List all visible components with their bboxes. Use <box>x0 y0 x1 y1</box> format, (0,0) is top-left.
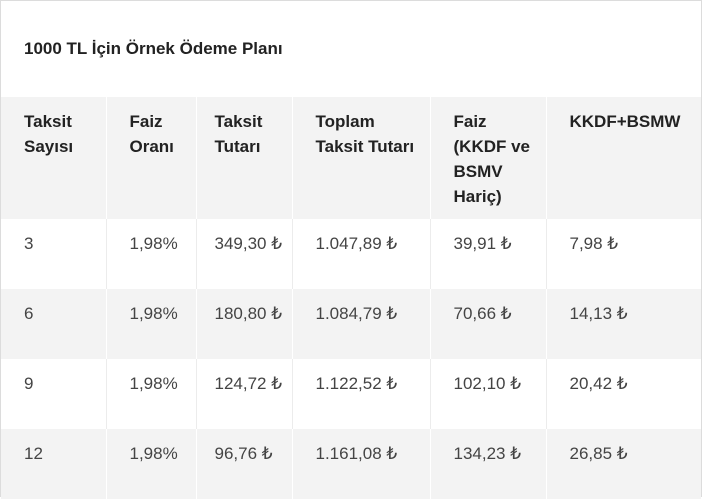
cell-interest: 102,10 ₺ <box>430 359 547 429</box>
cell-interest: 134,23 ₺ <box>430 429 547 499</box>
cell-interest-rate: 1,98% <box>106 219 197 289</box>
cell-installment-count: 9 <box>1 359 107 429</box>
cell-interest-rate: 1,98% <box>106 429 197 499</box>
cell-installment-amount: 124,72 ₺ <box>196 359 293 429</box>
cell-kkdf-bsmv: 20,42 ₺ <box>569 374 628 393</box>
cell-installment-count: 6 <box>1 289 107 359</box>
cell-total-installment-amount: 1.084,79 ₺ <box>292 289 431 359</box>
payment-plan-table: Taksit Sayısı Faiz Oranı Taksit Tutarı T… <box>1 97 701 499</box>
cell-interest-rate: 1,98% <box>106 289 197 359</box>
header-row: Taksit Sayısı Faiz Oranı Taksit Tutarı T… <box>1 97 701 219</box>
cell-kkdf-bsmv: 26,85 ₺ <box>546 429 701 499</box>
header-interest-rate: Faiz Oranı <box>106 97 197 219</box>
header-interest-excl-taxes: Faiz (KKDF ve BSMV Hariç) <box>430 97 547 219</box>
table-row: 9 1,98% 124,72 ₺ 1.122,52 ₺ 102,10 ₺ 20,… <box>1 359 701 429</box>
header-kkdf-bsmv: KKDF+BSMW <box>546 97 701 219</box>
cell-total-installment-amount: 1.161,08 ₺ <box>292 429 431 499</box>
cell-interest: 70,66 ₺ <box>430 289 547 359</box>
table-row: 12 1,98% 96,76 ₺ 1.161,08 ₺ 134,23 ₺ 26,… <box>1 429 701 499</box>
cell-kkdf-bsmv: 14,13 ₺ <box>546 289 701 359</box>
cell-total-installment-amount: 1.047,89 ₺ <box>292 219 431 289</box>
cell-total-installment-amount: 1.122,52 ₺ <box>292 359 431 429</box>
cell-installment-amount: 96,76 ₺ <box>196 429 293 499</box>
cell-kkdf-bsmv: 7,98 ₺ <box>569 234 619 253</box>
cell-installment-count: 3 <box>1 219 107 289</box>
table-row: 3 1,98% 349,30 ₺ 1.047,89 ₺ 39,91 ₺ 7,98… <box>1 219 701 289</box>
cell-installment-count: 12 <box>1 429 107 499</box>
header-total-installment-amount: Toplam Taksit Tutarı <box>292 97 431 219</box>
table-title: 1000 TL İçin Örnek Ödeme Planı <box>24 39 283 58</box>
cell-interest-rate: 1,98% <box>106 359 197 429</box>
cell-installment-amount: 180,80 ₺ <box>196 289 293 359</box>
header-installment-amount: Taksit Tutarı <box>196 97 293 219</box>
header-installment-count: Taksit Sayısı <box>1 97 107 219</box>
cell-interest: 39,91 ₺ <box>430 219 547 289</box>
cell-installment-amount: 349,30 ₺ <box>196 219 293 289</box>
table-row: 6 1,98% 180,80 ₺ 1.084,79 ₺ 70,66 ₺ 14,1… <box>1 289 701 359</box>
